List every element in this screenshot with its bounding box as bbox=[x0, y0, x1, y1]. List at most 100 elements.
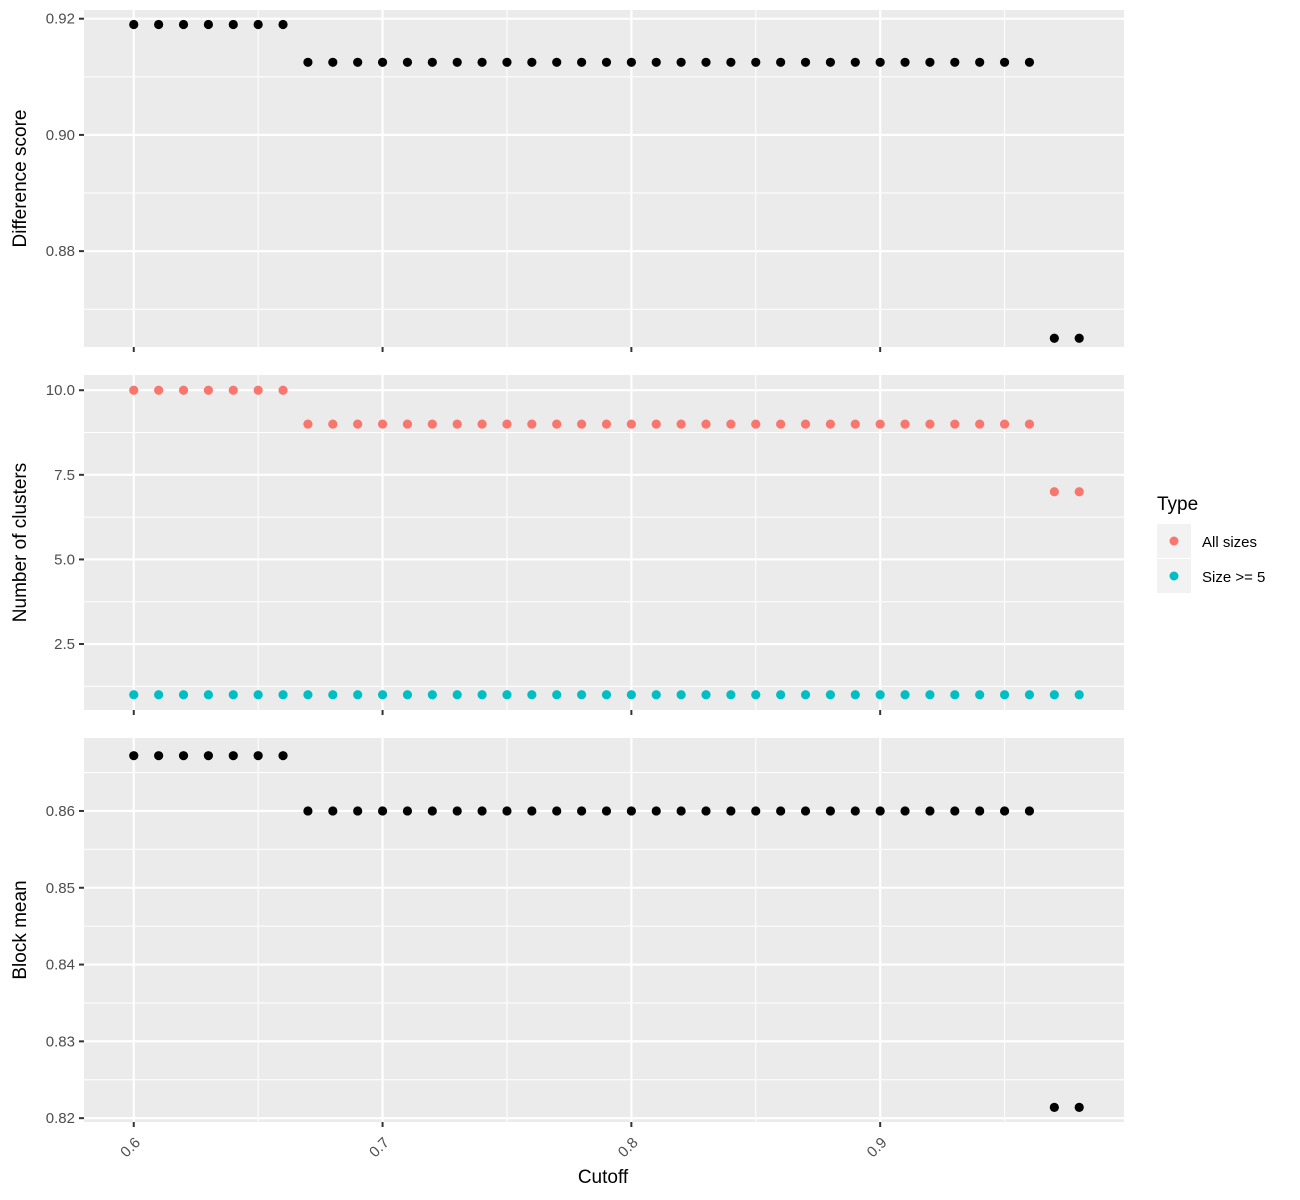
data-point bbox=[477, 419, 487, 429]
data-point bbox=[353, 690, 363, 700]
data-point bbox=[427, 419, 437, 429]
legend-title: Type bbox=[1157, 494, 1198, 515]
data-point bbox=[999, 806, 1010, 816]
data-point bbox=[999, 690, 1010, 700]
data-point bbox=[552, 419, 562, 429]
data-point bbox=[701, 690, 711, 700]
y-axis-title: Number of clusters bbox=[10, 463, 31, 622]
panel-background bbox=[84, 10, 1124, 347]
data-point bbox=[676, 57, 686, 67]
data-point bbox=[701, 419, 711, 429]
panel-3: 0.82 0.83 0.84 0.85 0.86 0.6 0.7 0.8 0.9 Block me… bbox=[10, 738, 1124, 1161]
panel-1: 0.88 0.90 0.92 Difference score bbox=[10, 10, 1124, 352]
data-point bbox=[950, 806, 960, 816]
data-point bbox=[154, 751, 164, 761]
data-point bbox=[875, 419, 885, 429]
data-point bbox=[427, 806, 437, 816]
data-point bbox=[353, 419, 363, 429]
y-axis-title: Block mean bbox=[10, 880, 31, 979]
data-point bbox=[1074, 1102, 1084, 1113]
data-point bbox=[626, 57, 636, 67]
data-point bbox=[875, 806, 885, 816]
data-point bbox=[452, 806, 462, 816]
data-point bbox=[900, 57, 910, 67]
data-point bbox=[278, 690, 288, 700]
data-point bbox=[950, 419, 960, 429]
data-point bbox=[353, 806, 363, 816]
x-tick-label: 0.6 bbox=[117, 1134, 144, 1161]
data-point bbox=[751, 690, 761, 700]
data-point bbox=[1049, 333, 1059, 343]
data-point bbox=[278, 751, 288, 761]
data-point bbox=[527, 419, 537, 429]
data-point bbox=[178, 690, 189, 700]
data-point bbox=[651, 57, 661, 67]
data-point bbox=[751, 806, 761, 816]
data-point bbox=[527, 57, 537, 67]
data-point bbox=[154, 385, 164, 395]
data-point bbox=[303, 690, 313, 700]
data-point bbox=[1074, 487, 1084, 497]
data-point bbox=[377, 419, 388, 429]
data-point bbox=[427, 690, 437, 700]
y-tick-label: 5.0 bbox=[54, 551, 75, 568]
data-point bbox=[552, 690, 562, 700]
data-point bbox=[1049, 487, 1059, 497]
data-point bbox=[402, 57, 413, 67]
data-point bbox=[900, 806, 910, 816]
data-point bbox=[701, 57, 711, 67]
data-point bbox=[178, 19, 189, 30]
data-point bbox=[925, 57, 935, 67]
panel-background bbox=[84, 738, 1124, 1122]
data-point bbox=[925, 806, 935, 816]
data-point bbox=[776, 806, 786, 816]
data-point bbox=[1074, 690, 1084, 700]
data-point bbox=[577, 419, 587, 429]
legend-label-all-sizes: All sizes bbox=[1202, 534, 1257, 551]
data-point bbox=[701, 806, 711, 816]
y-tick-label: 2.5 bbox=[54, 636, 75, 653]
data-point bbox=[527, 806, 537, 816]
series-2-1 bbox=[129, 385, 1084, 497]
data-point bbox=[601, 806, 612, 816]
data-point bbox=[502, 806, 512, 816]
data-point bbox=[950, 57, 960, 67]
data-point bbox=[950, 690, 960, 700]
panel-2: 2.5 5.0 7.5 10.0 Number of clusters bbox=[10, 375, 1124, 715]
data-point bbox=[676, 806, 686, 816]
data-point bbox=[402, 419, 413, 429]
data-point bbox=[751, 419, 761, 429]
data-point bbox=[626, 806, 636, 816]
data-point bbox=[1024, 690, 1035, 700]
data-point bbox=[726, 57, 736, 67]
y-tick-label: 0.92 bbox=[46, 11, 75, 28]
data-point bbox=[975, 690, 985, 700]
data-point bbox=[129, 385, 139, 395]
data-point bbox=[303, 57, 313, 67]
data-point bbox=[726, 690, 736, 700]
data-point bbox=[278, 385, 288, 395]
data-point bbox=[676, 690, 686, 700]
data-point bbox=[601, 419, 612, 429]
series-3-1 bbox=[129, 751, 1084, 1113]
data-point bbox=[726, 419, 736, 429]
data-point bbox=[1024, 806, 1035, 816]
y-tick-label: 0.88 bbox=[46, 243, 75, 260]
data-point bbox=[875, 57, 885, 67]
data-point bbox=[452, 57, 462, 67]
data-point bbox=[377, 690, 388, 700]
data-point bbox=[975, 806, 985, 816]
panel-background bbox=[84, 375, 1124, 710]
data-point bbox=[502, 690, 512, 700]
x-tick-label: 0.8 bbox=[615, 1134, 642, 1161]
data-point bbox=[203, 690, 214, 700]
data-point bbox=[203, 385, 214, 395]
data-point bbox=[129, 19, 139, 30]
y-tick-label: 7.5 bbox=[54, 467, 75, 484]
data-point bbox=[1024, 57, 1035, 67]
data-point bbox=[452, 419, 462, 429]
data-point bbox=[577, 690, 587, 700]
data-point bbox=[552, 57, 562, 67]
data-point bbox=[228, 751, 238, 761]
data-point bbox=[129, 690, 139, 700]
